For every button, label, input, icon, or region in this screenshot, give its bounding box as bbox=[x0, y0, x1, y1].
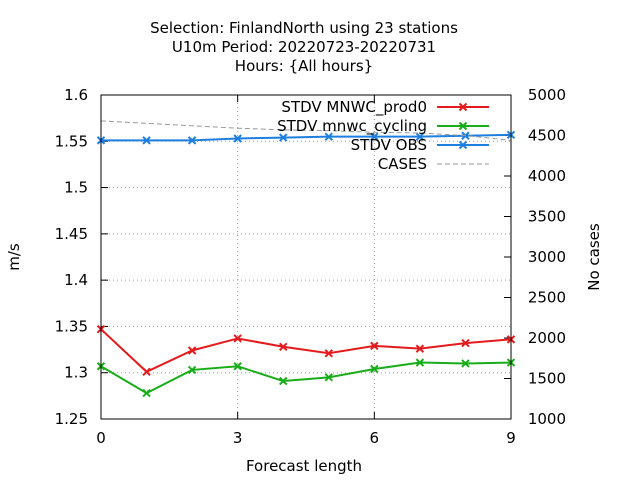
y-tick-label: 1.55 bbox=[55, 132, 88, 150]
data-point bbox=[461, 359, 470, 368]
legend-label: CASES bbox=[378, 155, 427, 173]
y-tick-label: 1.6 bbox=[64, 86, 88, 104]
legend-item: STDV OBS bbox=[351, 136, 489, 154]
legend-marker bbox=[458, 121, 468, 131]
chart-title: Selection: FinlandNorth using 23 station… bbox=[150, 19, 458, 75]
data-point bbox=[279, 376, 288, 386]
data-point bbox=[279, 342, 288, 352]
data-point bbox=[324, 373, 333, 382]
axes: 1.25 1.3 1.35 1.4 1.45 1.5 1.55 1.6 1000 1500 2000… bbox=[55, 86, 566, 447]
x-axis-title: Forecast length bbox=[246, 457, 362, 475]
legend-label: STDV OBS bbox=[351, 136, 427, 154]
series-line bbox=[100, 120, 512, 141]
data-point bbox=[370, 132, 379, 141]
data-point bbox=[142, 367, 151, 376]
data-point bbox=[461, 338, 470, 348]
y2-tick-label: 4000 bbox=[528, 167, 566, 185]
y-tick-label: 1.45 bbox=[55, 225, 88, 243]
y-tick-label: 1.3 bbox=[64, 364, 88, 382]
data-point bbox=[279, 133, 288, 142]
title-line-1: Selection: FinlandNorth using 23 station… bbox=[150, 19, 458, 37]
title-line-2: U10m Period: 20220723-20220731 bbox=[172, 38, 436, 56]
data-point bbox=[370, 364, 379, 374]
grid bbox=[101, 95, 511, 419]
y-tick-label: 1.4 bbox=[64, 271, 88, 289]
y2-tick-label: 3000 bbox=[528, 248, 566, 266]
data-point bbox=[370, 341, 379, 351]
title-line-3: Hours: {All hours} bbox=[235, 57, 373, 75]
data-point bbox=[142, 136, 151, 145]
series-0 bbox=[96, 324, 516, 376]
data-point bbox=[187, 136, 197, 145]
legend-label: STDV mnwc_cycling bbox=[277, 117, 427, 136]
x-tick-label: 9 bbox=[506, 429, 516, 447]
series-line bbox=[100, 361, 512, 395]
data-point bbox=[324, 349, 333, 358]
y2-tick-label: 1500 bbox=[528, 370, 566, 388]
plot-frame bbox=[100, 94, 512, 420]
legend-marker bbox=[458, 140, 468, 150]
x-tick-label: 3 bbox=[233, 429, 243, 447]
data-point bbox=[233, 362, 242, 371]
data-point bbox=[142, 388, 151, 398]
series-1 bbox=[96, 358, 516, 398]
y-tick-label: 1.5 bbox=[64, 179, 88, 197]
x-tick-label: 6 bbox=[370, 429, 380, 447]
series-line bbox=[100, 328, 512, 373]
x-tick-label: 0 bbox=[96, 429, 106, 447]
data-point bbox=[324, 132, 333, 141]
series-layer bbox=[96, 120, 516, 398]
data-point bbox=[187, 346, 197, 355]
y-tick-label: 1.25 bbox=[55, 410, 88, 428]
y2-tick-label: 1000 bbox=[528, 410, 566, 428]
data-point bbox=[187, 365, 197, 375]
series-3 bbox=[100, 120, 512, 141]
legend-label: STDV MNWC_prod0 bbox=[281, 98, 427, 117]
y2-axis-title: No cases bbox=[585, 223, 603, 291]
y2-tick-label: 3500 bbox=[528, 208, 566, 226]
series-line bbox=[101, 133, 512, 142]
legend-item: STDV MNWC_prod0 bbox=[281, 98, 489, 117]
y2-tick-label: 4500 bbox=[528, 127, 566, 145]
legend-item: CASES bbox=[378, 155, 489, 173]
y-tick-label: 1.35 bbox=[55, 317, 88, 335]
legend-item: STDV mnwc_cycling bbox=[277, 117, 489, 136]
y2-tick-label: 2000 bbox=[528, 329, 566, 347]
data-point bbox=[233, 134, 242, 143]
legend-marker bbox=[458, 102, 468, 112]
data-point bbox=[415, 358, 425, 367]
data-point bbox=[415, 344, 425, 353]
y2-tick-label: 5000 bbox=[528, 86, 566, 104]
series-2 bbox=[96, 130, 516, 145]
data-point bbox=[233, 334, 242, 343]
y2-tick-label: 2500 bbox=[528, 289, 566, 307]
y-axis-title: m/s bbox=[5, 243, 23, 271]
data-point bbox=[415, 132, 425, 141]
